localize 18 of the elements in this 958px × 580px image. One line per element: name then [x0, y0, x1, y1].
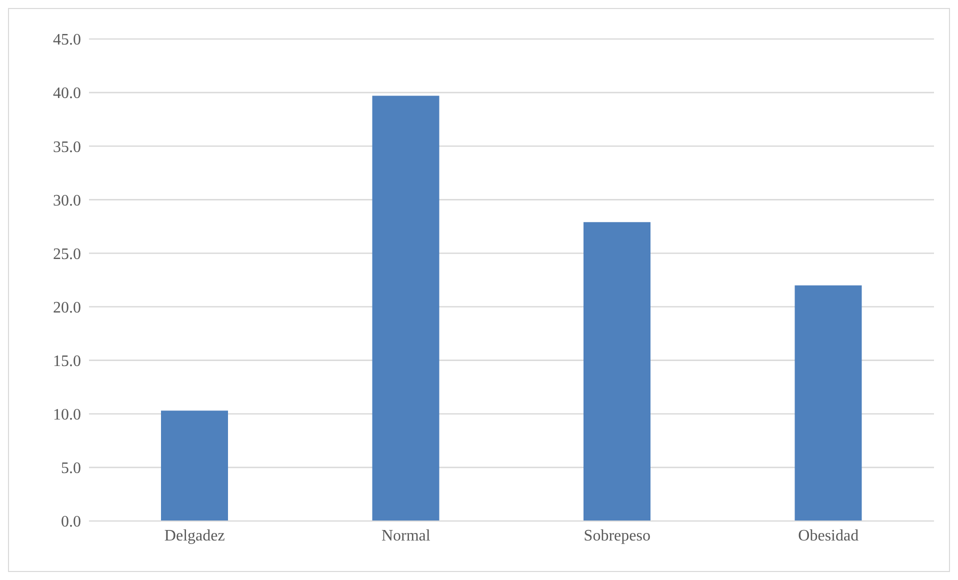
y-tick-label: 20.0 — [53, 299, 81, 316]
x-tick-label: Obesidad — [798, 527, 859, 544]
bar — [794, 285, 862, 521]
bar — [161, 410, 228, 521]
x-tick-label: Delgadez — [164, 527, 225, 544]
y-tick-label: 5.0 — [61, 460, 81, 478]
x-tick-label: Sobrepeso — [584, 527, 650, 544]
y-tick-label: 35.0 — [53, 138, 81, 156]
x-tick-label: Normal — [381, 527, 431, 544]
bar — [372, 96, 440, 521]
y-tick-label: 45.0 — [53, 32, 81, 49]
y-tick-label: 10.0 — [53, 406, 81, 424]
y-tick-label: 15.0 — [53, 353, 81, 370]
y-tick-label: 25.0 — [53, 246, 81, 263]
y-tick-label: 30.0 — [53, 192, 81, 210]
bar — [584, 222, 650, 521]
y-tick-label: 40.0 — [53, 85, 81, 102]
y-tick-label: 0.0 — [61, 514, 81, 531]
